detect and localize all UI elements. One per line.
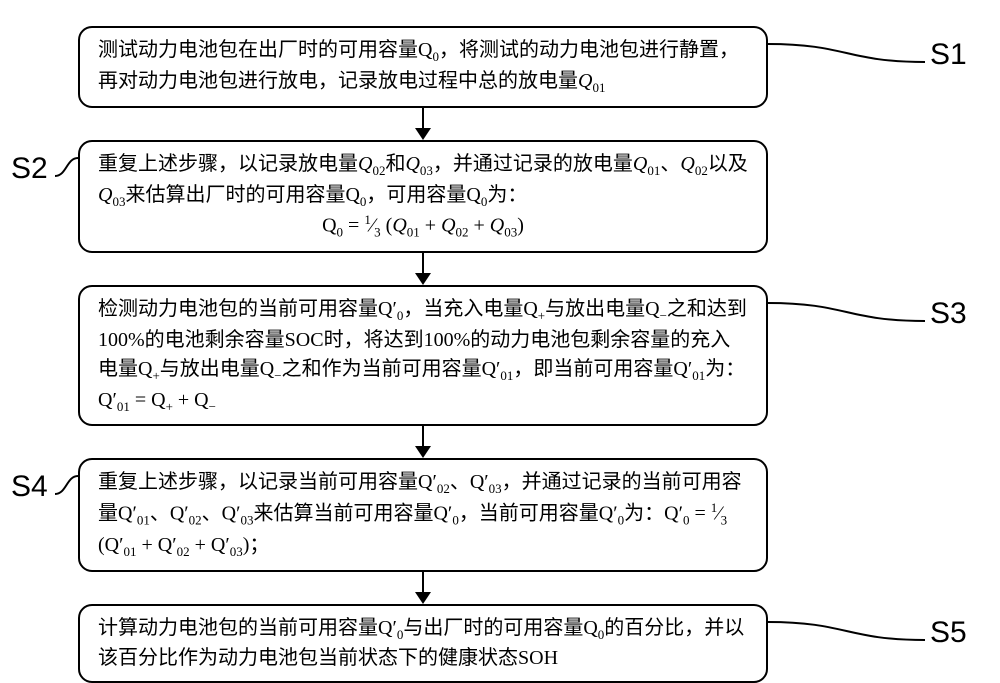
connector-s5: [768, 622, 925, 640]
connector-s2: [55, 158, 78, 176]
step-s2: 重复上述步骤，以记录放电量Q02和Q03，并通过记录的放电量Q01、Q02以及Q…: [78, 140, 768, 253]
step-label-s4: S4: [11, 470, 48, 504]
step-s3: 检测动力电池包的当前可用容量Q′0，当充入电量Q+与放出电量Q−之和达到100%…: [78, 285, 768, 427]
arrow-S1-to-S2: [78, 108, 768, 140]
step-s5: 计算动力电池包的当前可用容量Q′0与出厂时的可用容量Q0的百分比，并以该百分比作…: [78, 604, 768, 683]
connector-s4: [55, 476, 78, 494]
step-label-s1: S1: [930, 38, 967, 72]
step-label-s2: S2: [11, 152, 48, 186]
connector-s3: [768, 303, 925, 321]
arrow-S2-to-S3: [78, 253, 768, 285]
flowchart-container: 测试动力电池包在出厂时的可用容量Q0，将测试的动力电池包进行静置，再对动力电池包…: [78, 26, 768, 683]
arrow-S3-to-S4: [78, 426, 768, 458]
step-label-s3: S3: [930, 297, 967, 331]
step-s1: 测试动力电池包在出厂时的可用容量Q0，将测试的动力电池包进行静置，再对动力电池包…: [78, 26, 768, 108]
connector-s1: [768, 44, 925, 62]
step-s4: 重复上述步骤，以记录当前可用容量Q′02、Q′03，并通过记录的当前可用容量Q′…: [78, 458, 768, 571]
arrow-S4-to-S5: [78, 572, 768, 604]
step-label-s5: S5: [930, 616, 967, 650]
